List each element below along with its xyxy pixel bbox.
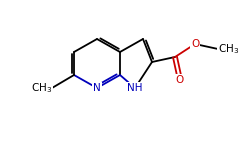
Text: CH$_3$: CH$_3$ [218,42,239,56]
Text: N: N [93,83,101,93]
Text: O: O [191,39,199,49]
Text: NH: NH [127,83,143,93]
Text: CH$_3$: CH$_3$ [31,81,52,95]
Text: O: O [176,75,184,85]
